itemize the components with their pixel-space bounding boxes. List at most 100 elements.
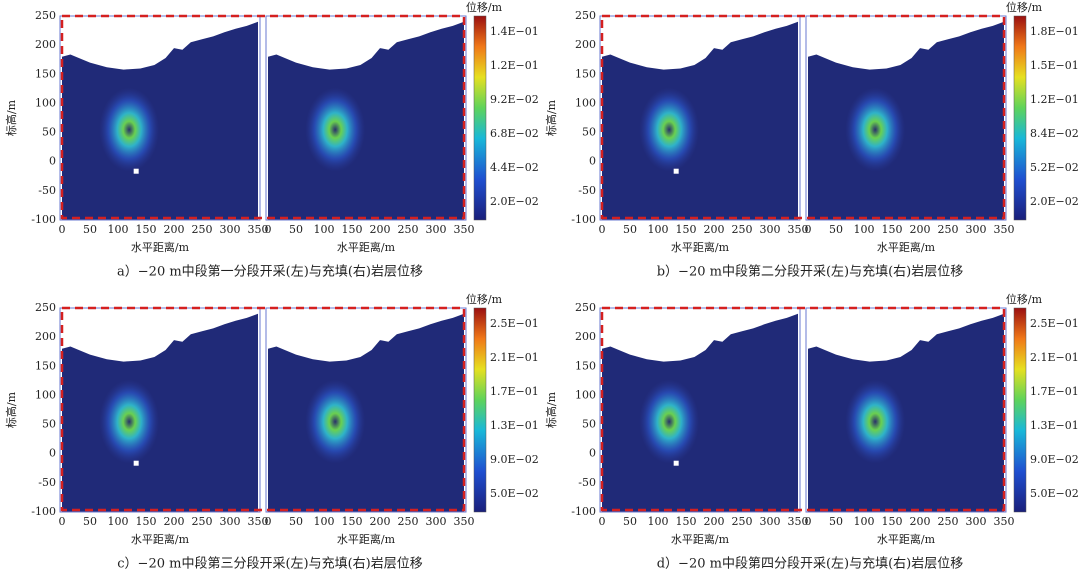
displacement-zone: [99, 87, 160, 172]
x-tick-label: 100: [108, 223, 129, 236]
caption: b）−20 m中段第二分段开采(左)与充填(右)岩层位移: [657, 264, 964, 280]
goaf: [673, 168, 679, 174]
y-tick-label: 150: [575, 359, 596, 372]
y-tick-label: 0: [589, 447, 596, 460]
colorbar-label: 2.5E−01: [490, 317, 539, 330]
colorbar-label: 2.5E−01: [1030, 317, 1079, 330]
x-tick-label: 350: [994, 515, 1015, 528]
rock-mass: [808, 313, 1004, 512]
y-tick-label: 100: [35, 96, 56, 109]
x-tick-label: 250: [732, 223, 753, 236]
y-axis-label: 标高/m: [544, 391, 558, 428]
x-axis-label: 水平距离/m: [877, 240, 936, 254]
y-tick-label: 50: [582, 418, 596, 431]
x-tick-label: 100: [648, 223, 669, 236]
y-tick-label: 250: [575, 9, 596, 22]
x-tick-label: 0: [805, 223, 812, 236]
caption: d）−20 m中段第四分段开采(左)与充填(右)岩层位移: [657, 556, 964, 572]
x-tick-label: 50: [83, 515, 97, 528]
x-tick-label: 250: [732, 515, 753, 528]
x-tick-label: 200: [704, 223, 725, 236]
y-axis-label: 标高/m: [4, 99, 18, 136]
x-tick-label: 150: [676, 515, 697, 528]
x-tick-label: 350: [248, 223, 269, 236]
colorbar: [473, 15, 487, 221]
rock-mass: [268, 313, 464, 512]
colorbar-title: 位移/m: [466, 292, 503, 306]
colorbar-label: 1.2E−01: [1030, 93, 1079, 106]
x-axis-label: 水平距离/m: [877, 532, 936, 546]
colorbar-label: 1.5E−01: [1030, 59, 1079, 72]
goaf: [673, 460, 679, 466]
x-tick-label: 150: [136, 515, 157, 528]
x-tick-label: 350: [788, 223, 809, 236]
colorbar-title: 位移/m: [1006, 0, 1043, 14]
colorbar-label: 8.4E−02: [1030, 127, 1079, 140]
x-tick-label: 0: [265, 515, 272, 528]
y-tick-label: 100: [575, 96, 596, 109]
colorbar-label: 1.4E−01: [490, 25, 539, 38]
x-tick-label: 0: [59, 515, 66, 528]
highlight-box: [60, 306, 466, 512]
x-tick-label: 100: [854, 223, 875, 236]
y-tick-label: 0: [49, 155, 56, 168]
x-axis-label: 水平距离/m: [337, 532, 396, 546]
y-tick-label: -100: [571, 213, 596, 226]
colorbar-label: 4.4E−02: [490, 161, 539, 174]
x-tick-label: 100: [108, 515, 129, 528]
rock-mass: [808, 21, 1004, 220]
displacement-zone: [305, 87, 366, 172]
displacement-zone: [845, 379, 906, 464]
x-tick-label: 0: [805, 515, 812, 528]
x-tick-label: 300: [426, 515, 447, 528]
x-tick-label: 100: [854, 515, 875, 528]
y-tick-label: 250: [35, 9, 56, 22]
x-axis-label: 水平距离/m: [131, 240, 190, 254]
x-tick-label: 50: [623, 223, 637, 236]
panel: 0 50 100 150 200 250 300 350 水平距离/m 0 50 100 150 200 2…: [4, 0, 539, 280]
x-tick-label: 300: [760, 223, 781, 236]
highlight-box: [600, 14, 1006, 220]
displacement-zone: [99, 379, 160, 464]
x-tick-label: 200: [370, 515, 391, 528]
y-tick-label: -100: [31, 505, 56, 518]
x-tick-label: 200: [910, 515, 931, 528]
colorbar-title: 位移/m: [466, 0, 503, 14]
x-tick-label: 250: [192, 223, 213, 236]
goaf: [133, 460, 139, 466]
rock-mass: [62, 21, 258, 220]
x-tick-label: 100: [314, 515, 335, 528]
colorbar-label: 2.0E−02: [490, 195, 539, 208]
highlight-box: [60, 14, 466, 220]
y-tick-label: -50: [578, 184, 596, 197]
x-tick-label: 50: [623, 515, 637, 528]
colorbar-label: 1.7E−01: [490, 385, 539, 398]
x-tick-label: 100: [314, 223, 335, 236]
colorbar-label: 9.0E−02: [490, 453, 539, 466]
x-tick-label: 100: [648, 515, 669, 528]
y-axis-label: 标高/m: [544, 99, 558, 136]
x-tick-label: 150: [342, 515, 363, 528]
colorbar-label: 6.8E−02: [490, 127, 539, 140]
displacement-zone: [845, 87, 906, 172]
y-tick-label: 200: [35, 38, 56, 51]
panel: 0 50 100 150 200 250 300 350 水平距离/m 0 50 100 150 200 2…: [4, 292, 539, 572]
colorbar-label: 5.0E−02: [490, 487, 539, 500]
x-axis-label: 水平距离/m: [671, 240, 730, 254]
colorbar-label: 1.3E−01: [1030, 419, 1079, 432]
colorbar-label: 1.2E−01: [490, 59, 539, 72]
y-tick-label: 250: [35, 301, 56, 314]
y-tick-label: 50: [42, 418, 56, 431]
x-tick-label: 250: [938, 515, 959, 528]
panel: 0 50 100 150 200 250 300 350 水平距离/m 0 50 100 150 200 2…: [544, 292, 1079, 572]
colorbar-label: 9.2E−02: [490, 93, 539, 106]
x-tick-label: 350: [788, 515, 809, 528]
colorbar-label: 5.0E−02: [1030, 487, 1079, 500]
x-tick-label: 250: [192, 515, 213, 528]
x-tick-label: 350: [994, 223, 1015, 236]
x-tick-label: 0: [265, 223, 272, 236]
colorbar: [1013, 307, 1027, 513]
y-tick-label: 200: [575, 330, 596, 343]
y-tick-label: -50: [578, 476, 596, 489]
